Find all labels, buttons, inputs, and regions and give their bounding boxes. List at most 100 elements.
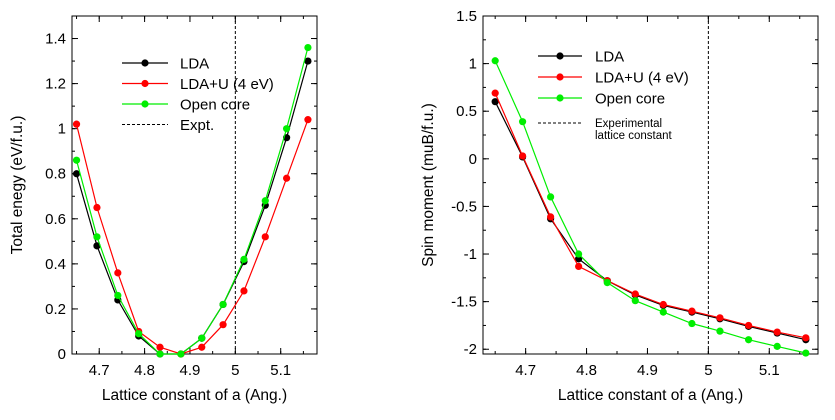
x-tick-label: 5.1: [270, 362, 291, 379]
legend-label: LDA: [595, 49, 624, 66]
data-point: [518, 152, 527, 160]
data-point: [547, 213, 555, 221]
y-tick-label: 0.4: [45, 256, 66, 273]
series-line: [75, 119, 309, 355]
data-point: [219, 321, 227, 329]
data-point: [72, 120, 81, 128]
data-point: [716, 327, 724, 335]
y-tick-label: 0.8: [45, 166, 66, 183]
data-point: [240, 287, 248, 295]
data-point: [198, 334, 206, 342]
plot-frame: [71, 15, 318, 355]
y-tick-label: -0.5: [451, 198, 477, 215]
series-line: [494, 101, 806, 341]
y-tick-label: 1.2: [45, 76, 66, 93]
y-tick-label: 0: [58, 346, 66, 363]
x-axis-label: Lattice constant of a (Ang.): [558, 387, 743, 404]
legend-marker: [141, 79, 149, 88]
y-tick-label: -2: [464, 341, 477, 358]
data-point: [135, 330, 143, 338]
y-axis-label: Total enegy (eV/f.u.): [9, 116, 26, 255]
data-point: [304, 43, 312, 52]
x-tick-label: 5: [704, 362, 712, 379]
x-tick-label: 4.8: [576, 362, 597, 379]
data-point: [156, 343, 164, 351]
series-line: [75, 47, 309, 355]
x-tick-label: 5: [231, 362, 239, 379]
x-tick-label: 4.9: [180, 362, 201, 379]
data-point: [261, 233, 269, 241]
y-axis-label: Spin moment (muB/f.u.): [420, 103, 437, 267]
legend-label: Open core: [180, 97, 250, 114]
data-point: [716, 314, 724, 322]
y-tick-label: 0.6: [45, 211, 66, 228]
y-tick-label: 0.2: [45, 301, 66, 318]
y-tick-label: 0.5: [456, 103, 477, 120]
data-point: [688, 307, 696, 315]
data-point: [547, 193, 555, 201]
data-point: [491, 98, 499, 106]
data-point: [659, 308, 667, 316]
y-tick-label: 1.4: [45, 31, 66, 48]
x-tick-label: 4.9: [637, 362, 658, 379]
x-axis-label: Lattice constant of a (Ang.): [102, 387, 287, 404]
data-point: [304, 116, 312, 124]
data-point: [93, 233, 101, 241]
data-point: [575, 250, 583, 258]
y-tick-label: 1.5: [456, 8, 477, 25]
data-point: [603, 278, 611, 287]
data-point: [773, 342, 781, 350]
series-line: [494, 92, 806, 339]
legend-label: Expt.: [180, 117, 214, 134]
data-point: [93, 203, 101, 212]
data-point: [240, 255, 248, 263]
y-tick-label: -1: [464, 246, 477, 263]
data-point: [575, 262, 583, 271]
data-point: [631, 297, 639, 305]
data-point: [177, 350, 185, 358]
x-tick-label: 5.1: [759, 362, 780, 379]
data-point: [93, 242, 101, 250]
x-tick-label: 4.7: [89, 362, 110, 379]
legend: LDA LDA+U (4 eV) Open core Experimentallatt…: [538, 49, 689, 142]
series-line: [494, 60, 806, 354]
data-point: [283, 125, 291, 133]
data-point: [283, 174, 291, 182]
y-tick-label: -1.5: [451, 294, 477, 311]
legend-marker: [556, 73, 564, 81]
data-point: [688, 319, 696, 328]
y-tick-label: 0: [469, 151, 477, 168]
data-point: [659, 300, 667, 309]
legend-label: LDA+U (4 eV): [180, 76, 274, 93]
data-point: [156, 350, 164, 358]
legend-marker: [141, 100, 149, 108]
chart-panel-2: 4.7 4.8 4.9 5 5.1 1.5 1 0.5 0 -0.5 -1 -1.5 -2 Lattice…: [420, 8, 819, 404]
data-point: [198, 343, 206, 351]
legend-marker: [556, 94, 564, 102]
legend-marker: [556, 52, 564, 60]
legend-label: lattice constant: [595, 130, 673, 142]
legend-label: Experimental: [595, 118, 662, 130]
data-point: [802, 334, 810, 342]
legend-label: LDA: [180, 56, 209, 73]
legend-label: LDA+U (4 eV): [595, 70, 689, 87]
legend-label: Open core: [595, 91, 665, 108]
data-point: [114, 269, 122, 277]
data-point: [518, 118, 527, 126]
y-tick-label: 1: [58, 121, 66, 138]
data-point: [261, 197, 269, 205]
data-point: [219, 300, 227, 309]
data-point: [72, 170, 81, 178]
data-point: [304, 57, 312, 65]
data-point: [802, 349, 810, 357]
data-point: [72, 156, 81, 164]
data-point: [631, 290, 639, 298]
data-point: [744, 336, 753, 344]
chart-panel-1: 4.7 4.8 4.9 5 5.1 0 0.2 0.4 0.6 0.8 1 1.2 1.4 Lattice…: [9, 15, 318, 404]
data-point: [491, 89, 499, 97]
data-point: [114, 291, 122, 300]
plot-frame: [482, 15, 819, 355]
legend: LDA LDA+U (4 eV) Open core Expt.: [122, 56, 274, 134]
y-tick-label: 1: [469, 56, 477, 73]
